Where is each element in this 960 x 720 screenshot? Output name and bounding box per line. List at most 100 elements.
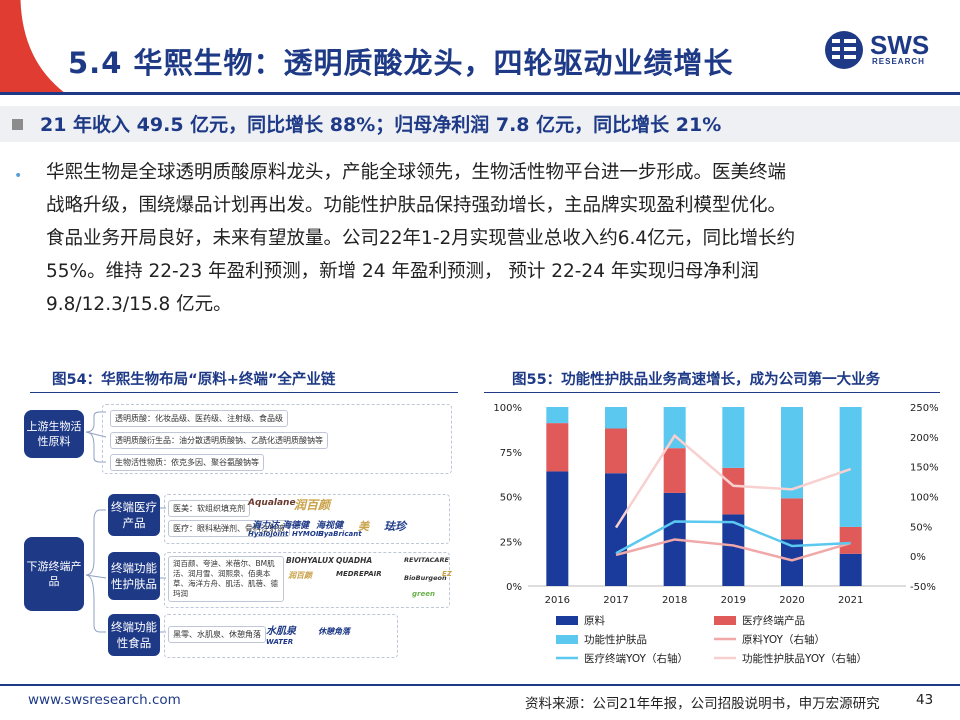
- right-axis-tick-label: 0%: [910, 552, 926, 563]
- bar-segment: [546, 407, 569, 424]
- brand-logo-shuijiquan: 水肌泉: [266, 626, 296, 637]
- brand-logo-green: green: [412, 590, 435, 598]
- paragraph-line: 55%。维持 22-23 年盈利预测，新增 24 年盈利预测， 预计 22-24…: [46, 261, 759, 282]
- downstream-box: 下游终端产品: [24, 537, 84, 611]
- legend-swatch: [714, 616, 736, 625]
- medical-item: 医疗：眼科粘弹剂、骨科注射液: [168, 520, 290, 537]
- bar-segment: [663, 407, 686, 449]
- bar-segment: [781, 498, 803, 540]
- figure55-caption: 图55：功能性护肤品业务高速增长，成为公司第一大业务: [512, 372, 881, 388]
- bar-segment: [546, 471, 569, 586]
- paragraph-line: 战略升级，围绕爆品计划再出发。功能性护肤品保持强劲增长，主品牌实现盈利模型优化。: [46, 195, 787, 216]
- bar-segment: [663, 448, 686, 493]
- left-axis-tick-label: 25%: [500, 537, 522, 548]
- upstream-box: 上游生物活性原料: [24, 410, 84, 458]
- bar-segment: [722, 407, 745, 468]
- headline: 21 年收入 49.5 亿元，同比增长 88%；归母净利润 7.8 亿元，同比增…: [40, 114, 722, 136]
- bar-segment: [839, 526, 862, 554]
- logo-text: SWS: [870, 30, 930, 60]
- right-axis-tick-label: 150%: [910, 463, 939, 474]
- brand-logo-runbaiyan: 润百颜: [294, 498, 331, 512]
- summary-paragraph: 华熙生物是全球透明质酸原料龙头，产能全球领先，生物活性物平台进一步形成。医美终端…: [46, 156, 926, 321]
- right-axis-tick-label: 200%: [910, 433, 939, 444]
- bar-segment: [722, 514, 745, 586]
- upstream-dashed-group: [102, 404, 452, 474]
- diagram-connectors: [85, 411, 166, 633]
- brand-logo-medrepair: MEDREPAIR: [336, 570, 382, 578]
- brand-logo-aqualane: Aqualane: [248, 498, 296, 508]
- brand-logo-xiuqijiaoluo: 休憩角落: [318, 627, 350, 636]
- footer-url[interactable]: www.swsresearch.com: [28, 692, 181, 708]
- bar-segment: [781, 539, 803, 586]
- footer-source: 资料来源：公司21年年报，公司招股说明书，申万宏源研究: [525, 696, 880, 712]
- bar-segment: [605, 428, 627, 474]
- bar-segment: [839, 407, 862, 527]
- footer-divider: [0, 684, 960, 686]
- business-mix-chart: 0% 25% 50% 75% 100% -50% 0% 50% 100% 150% 200% 250%…: [493, 403, 939, 665]
- brand-logo-revitacare: REVITACARE: [404, 556, 449, 564]
- brand-logo-ez: EZ: [442, 570, 452, 578]
- brand-logo-haishijian: 海视健: [316, 521, 344, 531]
- medical-item: 医美：软组织填充剂: [168, 500, 250, 517]
- medical-box: 终端医疗产品: [108, 494, 160, 536]
- headline-band: [0, 106, 960, 142]
- upstream-item: 生物活性物质：依克多因、聚谷氨酸钠等: [110, 454, 264, 471]
- skincare-item: 润百颜、夸迪、米蓓尔、BM肌活、润月雪、润熙泉、佰奥本草、海洋方舟、肌活、肌蓓、…: [168, 556, 284, 602]
- left-axis-tick-label: 50%: [500, 493, 522, 504]
- bar-segment: [781, 407, 803, 499]
- paragraph-line: 食品业务开局良好，未来有望放量。公司22年1-2月实现营业总收入约6.4亿元，同…: [46, 228, 796, 249]
- sws-logo-icon: [825, 31, 863, 69]
- right-axis-tick-label: 50%: [910, 522, 932, 533]
- brand-logo-zhenzhen: 珐珍: [384, 520, 406, 533]
- upstream-item: 透明质酸：化妆品级、医药级、注射级、食品级: [110, 410, 288, 427]
- x-axis-tick-label: 2017: [603, 595, 628, 606]
- legend-label: 医疗终端YOY（右轴）: [584, 652, 688, 665]
- title-divider: [0, 92, 960, 95]
- figure54-rule: [30, 392, 458, 393]
- right-axis-tick-label: 250%: [910, 403, 939, 414]
- legend-label: 原料: [584, 614, 605, 627]
- brand-logo-hymois: HYMOIS: [292, 530, 324, 538]
- page-number: 43: [916, 692, 934, 708]
- brand-logo-biohyalux: BIOHYALUX: [286, 556, 334, 565]
- logo-subtext: RESEARCH: [872, 57, 925, 66]
- x-axis-tick-label: 2018: [662, 595, 687, 606]
- brand-logo-haidejian: 海德健: [282, 521, 310, 531]
- right-axis-tick-label: 100%: [910, 493, 939, 504]
- red-corner-decoration: [0, 0, 67, 94]
- brand-logo-hyalojoint: Hyalojoint: [248, 530, 289, 538]
- food-box: 终端功能性食品: [108, 614, 160, 656]
- legend-label: 原料YOY（右轴）: [742, 633, 825, 646]
- figure55-rule: [484, 392, 940, 393]
- bar-segment: [605, 407, 627, 429]
- bar-segment: [839, 553, 862, 586]
- paragraph-line: 华熙生物是全球透明质酸原料龙头，产能全球领先，生物活性物平台进一步形成。医美终端: [46, 162, 787, 183]
- left-axis-tick-label: 100%: [493, 403, 522, 414]
- brand-logo-mei: 美: [358, 520, 369, 533]
- left-axis-tick-label: 75%: [500, 448, 522, 459]
- paragraph-line: 9.8/12.3/15.8 亿元。: [46, 294, 232, 315]
- brand-logo-bioburgeon: BioBurgeon: [404, 574, 447, 582]
- food-dashed-group: [164, 614, 398, 658]
- bar-segment: [722, 467, 745, 515]
- brand-logo-hailida: 海力达: [252, 521, 280, 531]
- legend-label: 医疗终端产品: [742, 614, 805, 627]
- food-item: 黑零、水肌泉、休憩角落: [168, 626, 266, 643]
- skincare-dashed-group: [164, 552, 450, 608]
- legend-label: 功能性护肤品YOY（右轴）: [742, 652, 867, 665]
- x-axis-tick-label: 2019: [721, 595, 746, 606]
- bar-segment: [605, 473, 627, 586]
- bar-segment: [546, 423, 569, 472]
- brand-logo-runbaiyan: 润百颜: [288, 571, 312, 580]
- upstream-item: 透明质酸衍生品：油分散透明质酸钠、乙酰化透明质酸钠等: [110, 432, 328, 449]
- brand-logo-hyabricant: HyaBricant: [318, 530, 362, 538]
- yoy-line: [615, 538, 852, 562]
- brand-logo-water: WATER: [266, 638, 294, 646]
- yoy-line: [615, 520, 851, 555]
- square-bullet-icon: [12, 119, 23, 130]
- x-axis-tick-label: 2020: [779, 595, 804, 606]
- legend-label: 功能性护肤品: [584, 633, 647, 646]
- yoy-line: [614, 433, 852, 529]
- x-axis-tick-label: 2016: [545, 595, 570, 606]
- left-axis-tick-label: 0%: [506, 582, 522, 593]
